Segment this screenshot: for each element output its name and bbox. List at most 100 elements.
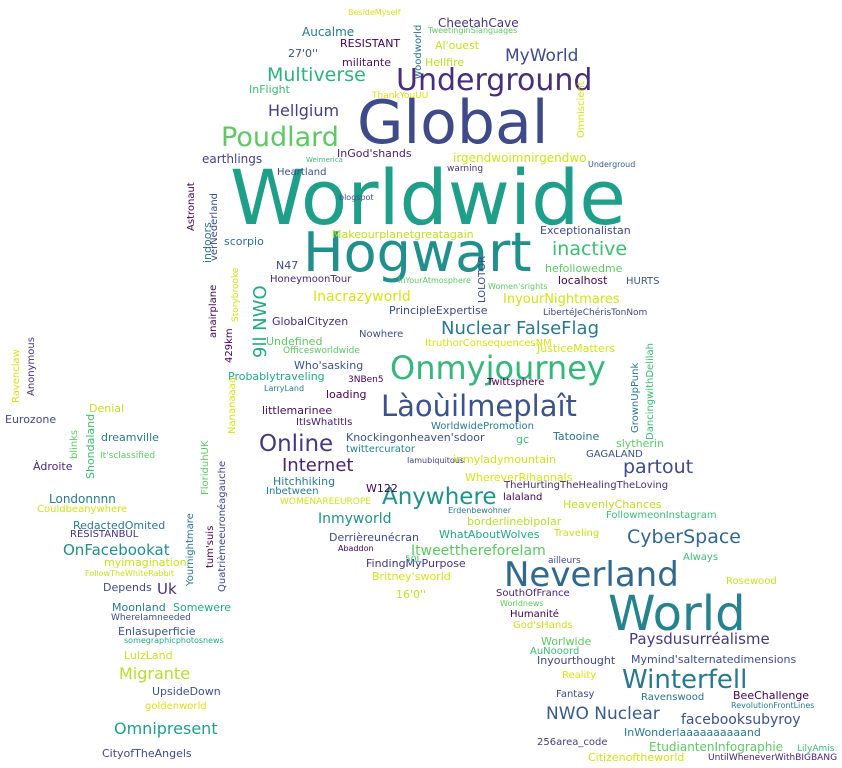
word: Undergroud [588,160,636,169]
word: Twittsphere [487,377,545,388]
word: Tatooine [553,430,600,443]
word: Shondaland [84,413,97,479]
word: scorpio [224,235,264,248]
word: UntilWheneverWithBIGBANG [708,753,838,763]
word: LarryLand [264,384,305,393]
word: Inmyworld [318,511,392,527]
word: 16'0'' [396,588,427,601]
word: InGod'shands [337,147,412,160]
word: Nananaaaa [227,377,238,434]
word: Fantasy [556,689,595,700]
word: Làoùilmeplaît [381,389,577,423]
word: woodworld [413,24,424,79]
word: FindingMyPurpose [366,557,466,570]
word: blinks [69,429,80,459]
word: Couldbeanywhere [37,504,128,515]
word: anairplane [208,284,219,338]
word: borderlinebipolar [467,515,562,528]
word: WorldwidePromotion [431,421,534,432]
word: RedactedOmited [73,519,166,532]
word: Nuclear FalseFlag [441,318,599,339]
word: WhereverRihannaIs [465,471,573,484]
word: GlobalCityzen [272,315,349,328]
word: Citizenoftheworld [588,751,685,764]
word: ailleurs [548,556,581,566]
word: Internet [282,455,354,476]
word: RESISTANT [340,37,401,50]
word: Erdenbewohner [448,506,512,515]
word: HoneymoonTour [270,274,352,285]
word: WhatAboutWolves [439,528,540,541]
word: Humanité [510,609,559,620]
word: Iamubiquitous [407,456,465,465]
word: myimagination [104,556,187,569]
word: twittercurator [346,444,415,455]
word: Officesworldwide [283,346,360,356]
word: AuNooord [530,646,580,657]
word: N47 [276,259,299,272]
word: Hellgium [268,101,340,120]
word: 429km [224,328,235,363]
word: MyWorld [505,46,579,66]
word: somegraphicphotosnews [124,636,224,645]
word: Multiverse [267,64,366,86]
word: Àdroite [33,460,73,473]
word: Quatrièmeeuronéagauche [217,460,228,592]
word: verNederland [209,192,220,261]
word: NWO Nuclear [546,704,660,724]
word: W122 [366,482,398,495]
word: RevolutionFrontLines [731,701,815,710]
word: loading [326,388,367,401]
word: TheHurtingTheHealingTheLoving [504,480,669,491]
word: Hellfire [425,56,465,69]
word: gc [516,433,530,446]
word: slytherin [616,437,664,450]
word: Online [259,431,334,457]
word: DancingwithDelilah [645,343,656,440]
word: Omnipresent [114,719,218,738]
word: InYourAtmosphere [398,276,471,285]
word: JusticeMatters [537,342,616,355]
word: God'sHands [513,620,573,631]
word: 50L [405,555,422,565]
word: FloriduhUK [200,440,211,495]
word: Poudlard [221,122,339,153]
word: BeeChallenge [733,689,810,702]
word: inactive [552,238,628,260]
word: Winterfell [622,665,748,695]
word: Londonnnn [49,492,116,506]
word: FollowmeonInstagram [606,510,717,521]
word: Derrièreunécran [329,531,419,544]
word: Anywhere [382,484,497,510]
word: Omniscient [576,81,587,138]
word: Who'sasking [294,359,364,372]
word: Worldwide [230,153,627,242]
word: littlemarinee [262,404,333,417]
word: Britney'sworld [372,570,451,583]
word: HeavenlyChances [563,498,662,511]
word: Depends [103,581,152,594]
word: Heartland [277,167,327,178]
word: Traveling [554,528,600,539]
word: LulzLand [124,649,173,662]
word: Somewere [173,601,232,614]
word: Ravenswood [641,692,705,703]
word: earthlings [202,152,263,166]
word: militante [342,56,391,69]
word: It'sclassified [100,451,156,461]
word: Makeourplanetgreatagain [332,228,474,241]
word: LibertéJeChérisTonNom [543,308,648,318]
word: CyberSpace [627,526,741,548]
word: Nowhere [359,329,404,340]
word: RÉSISTANBUL [70,529,139,540]
word: Abaddon [338,544,374,553]
word: InWonderlaaaaaaaaaand [624,726,761,739]
word: Onmyjourney [390,349,606,387]
word: inmyladymountain [453,453,557,466]
word: Worlwide [541,635,592,648]
word: Al'ouest [435,39,480,52]
word: EtudiantenInfographie [649,740,784,754]
word: ItweetthereforeIam [411,543,546,559]
word: HURTS [626,276,660,287]
word: Mymind'salternatedimensions [631,653,797,666]
